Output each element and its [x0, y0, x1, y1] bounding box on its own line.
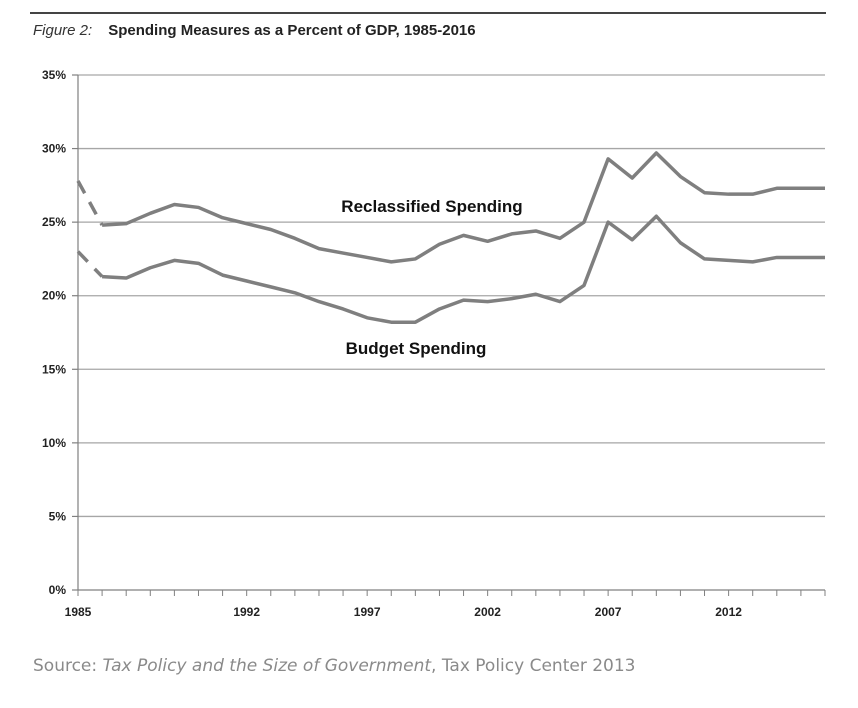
y-tick-label: 30% [42, 142, 66, 156]
y-axis: 0% 5% 10% 15% 20% 25% 30% 35% [42, 68, 79, 597]
series-dashed-segment [76, 180, 104, 226]
y-tick-label: 10% [42, 436, 66, 450]
x-axis: 1985 1992 1997 2002 2007 2012 [65, 589, 826, 619]
x-tick-label: 2002 [474, 605, 501, 619]
y-tick-label: 20% [42, 289, 66, 303]
series-line [101, 214, 825, 324]
figure-header: Figure 2: Spending Measures as a Percent … [33, 22, 476, 39]
series-line [101, 151, 825, 264]
x-tick-label: 2012 [715, 605, 742, 619]
series-labels: Reclassified Spending Budget Spending [341, 197, 522, 358]
y-tick-label: 15% [42, 362, 66, 376]
figure-title: Spending Measures as a Percent of GDP, 1… [108, 22, 476, 39]
figure-label: Figure 2: [33, 22, 93, 39]
x-tick-label: 1985 [65, 605, 92, 619]
y-tick-label: 5% [49, 509, 67, 523]
series-dashed-segment [76, 250, 104, 278]
grid-lines [78, 74, 825, 518]
source-work: Tax Policy and the Size of Government [102, 656, 432, 676]
source-prefix: Source: [33, 656, 103, 676]
x-tick-label: 2007 [595, 605, 622, 619]
y-tick-label: 25% [42, 215, 66, 229]
series-label: Reclassified Spending [341, 197, 522, 216]
source-note: Source: Tax Policy and the Size of Gover… [33, 656, 635, 676]
series-lines [76, 151, 825, 324]
y-tick-label: 0% [49, 583, 67, 597]
source-suffix: , Tax Policy Center 2013 [431, 656, 636, 676]
top-rule [30, 12, 826, 14]
line-chart: 0% 5% 10% 15% 20% 25% 30% 35% 1985 1992 1997 2002 2… [42, 68, 826, 619]
y-tick-label: 35% [42, 68, 66, 82]
x-tick-label: 1992 [233, 605, 260, 619]
series-label: Budget Spending [346, 339, 487, 358]
x-tick-label: 1997 [354, 605, 381, 619]
